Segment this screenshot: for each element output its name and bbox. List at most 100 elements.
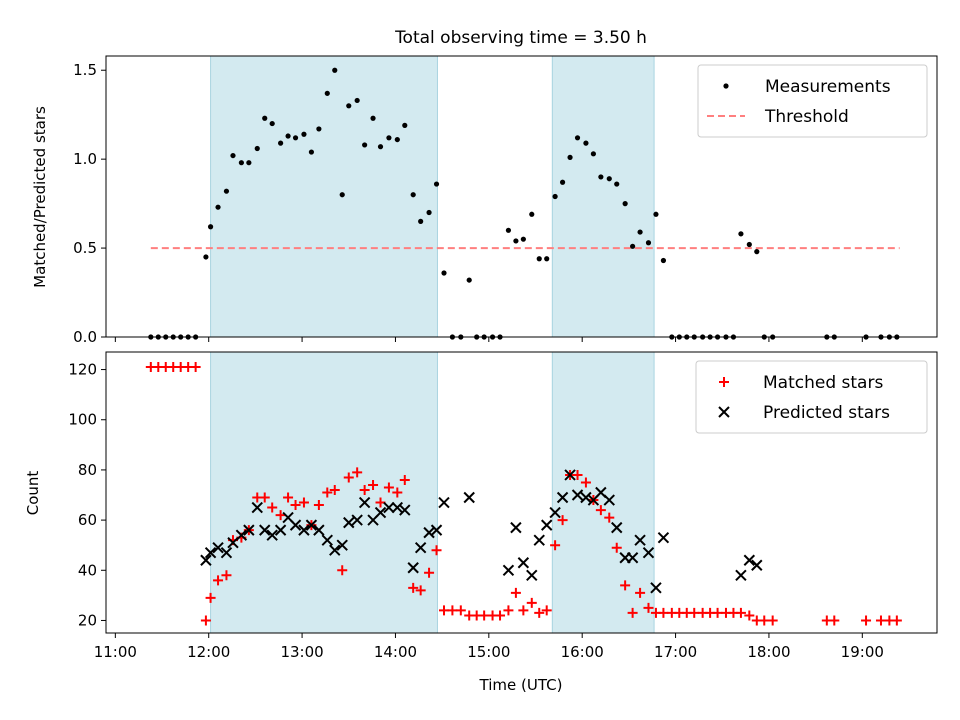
matched-star-point [595, 505, 606, 516]
count-points [145, 362, 902, 626]
x-axis: 11:00 12:00 13:00 14:00 15:00 16:00 17:00 18:00… [94, 633, 884, 661]
x-tick-label: 18:00 [747, 643, 790, 661]
predicted-star-point [212, 541, 224, 554]
predicted-star-point [642, 547, 655, 559]
measurement-point [370, 115, 376, 121]
matched-star-point [383, 482, 394, 493]
predicted-star-point [204, 547, 217, 559]
matched-star-point [439, 605, 450, 616]
legend: Matched stars Predicted stars [695, 360, 928, 434]
measurement-point [441, 270, 447, 276]
predicted-star-point [430, 524, 443, 536]
matched-star-point [313, 500, 324, 511]
measurement-point [552, 193, 558, 200]
predicted-star-point [735, 569, 747, 582]
matched-star-point [759, 615, 770, 626]
matched-star-point [322, 487, 333, 498]
measurement-point [215, 204, 221, 210]
legend-label: Measurements [765, 77, 891, 97]
matched-star-point [343, 472, 354, 483]
count-panel: 20 40 60 80 100 120 11:00 12:00 13:00 14:00 15:00… [24, 351, 938, 661]
matched-star-point [861, 615, 872, 626]
measurement-point [278, 140, 284, 146]
matched-star-point [352, 467, 363, 478]
legend-label: Threshold [764, 107, 849, 127]
measurement-point [285, 133, 291, 139]
predicted-star-point [533, 534, 545, 546]
measurement-point [207, 224, 214, 230]
predicted-star-point [399, 504, 411, 516]
matched-star-point [643, 602, 654, 613]
x-tick-label: 17:00 [654, 643, 697, 661]
predicted-star-point [383, 501, 395, 514]
matched-star-point [735, 607, 746, 618]
observing-window [210, 55, 438, 338]
measurement-point [645, 240, 652, 246]
measurement-point [230, 152, 236, 159]
measurement-point [246, 160, 252, 166]
measurement-point [418, 218, 424, 224]
predicted-star-point [407, 562, 419, 574]
predicted-star-point [351, 514, 363, 526]
matched-star-point [495, 610, 506, 621]
measurement-point [598, 174, 604, 180]
axes-frame [105, 351, 938, 634]
measurement-point [346, 103, 352, 109]
predicted-star-point [603, 494, 615, 506]
matched-star-point [829, 615, 840, 626]
predicted-star-point [321, 534, 333, 546]
predicted-star-point [329, 544, 341, 556]
matched-star-point [408, 582, 419, 593]
y-tick-label: 0.0 [73, 328, 97, 346]
measurement-point [637, 229, 643, 235]
x-tick-label: 14:00 [374, 643, 417, 661]
observing-windows [210, 351, 655, 634]
matched-star-point [359, 484, 370, 495]
x-tick-label: 19:00 [841, 643, 884, 661]
measurement-point [513, 238, 519, 244]
matched-star-point [431, 545, 442, 556]
measurement-point [308, 149, 315, 155]
matched-star-point [526, 597, 537, 608]
matched-star-point [200, 615, 211, 626]
measurement-point [433, 181, 440, 187]
matched-star-point [604, 512, 615, 523]
y-tick-label: 40 [78, 561, 97, 579]
measurement-point [614, 181, 620, 187]
predicted-star-point [517, 557, 530, 569]
predicted-star-point [343, 516, 355, 529]
legend-label: Matched stars [763, 373, 883, 393]
measurement-point [426, 209, 432, 216]
measurement-point [653, 211, 659, 217]
matched-star-point [635, 587, 646, 598]
predicted-star-point [611, 521, 623, 534]
y-tick-label: 1.0 [73, 150, 97, 168]
measurement-point [223, 188, 230, 194]
matched-star-point [712, 607, 723, 618]
predicted-star-point [200, 554, 212, 566]
legend-marker [718, 406, 730, 418]
matched-star-point [891, 615, 902, 626]
measurement-point [254, 145, 260, 152]
predicted-star-point [510, 521, 522, 534]
predicted-star-point [220, 547, 233, 559]
matched-star-point [221, 570, 232, 581]
matched-star-point [611, 542, 622, 553]
measurement-point [362, 142, 368, 148]
measurement-point [754, 249, 760, 255]
measurement-point [574, 135, 581, 141]
predicted-star-point [751, 559, 763, 571]
predicted-star-point [564, 469, 576, 481]
matched-star-point [479, 610, 490, 621]
measurement-point [332, 67, 338, 73]
predicted-star-point [266, 529, 278, 541]
matched-star-point [541, 605, 552, 616]
matched-star-point [572, 469, 583, 480]
matched-star-point [399, 474, 410, 485]
measurement-point [324, 90, 330, 96]
y-tick-label: 0.5 [73, 239, 97, 257]
matched-star-point [298, 497, 309, 508]
matched-star-point [627, 607, 638, 618]
predicted-star-point [743, 554, 756, 566]
observing-window [551, 351, 655, 634]
